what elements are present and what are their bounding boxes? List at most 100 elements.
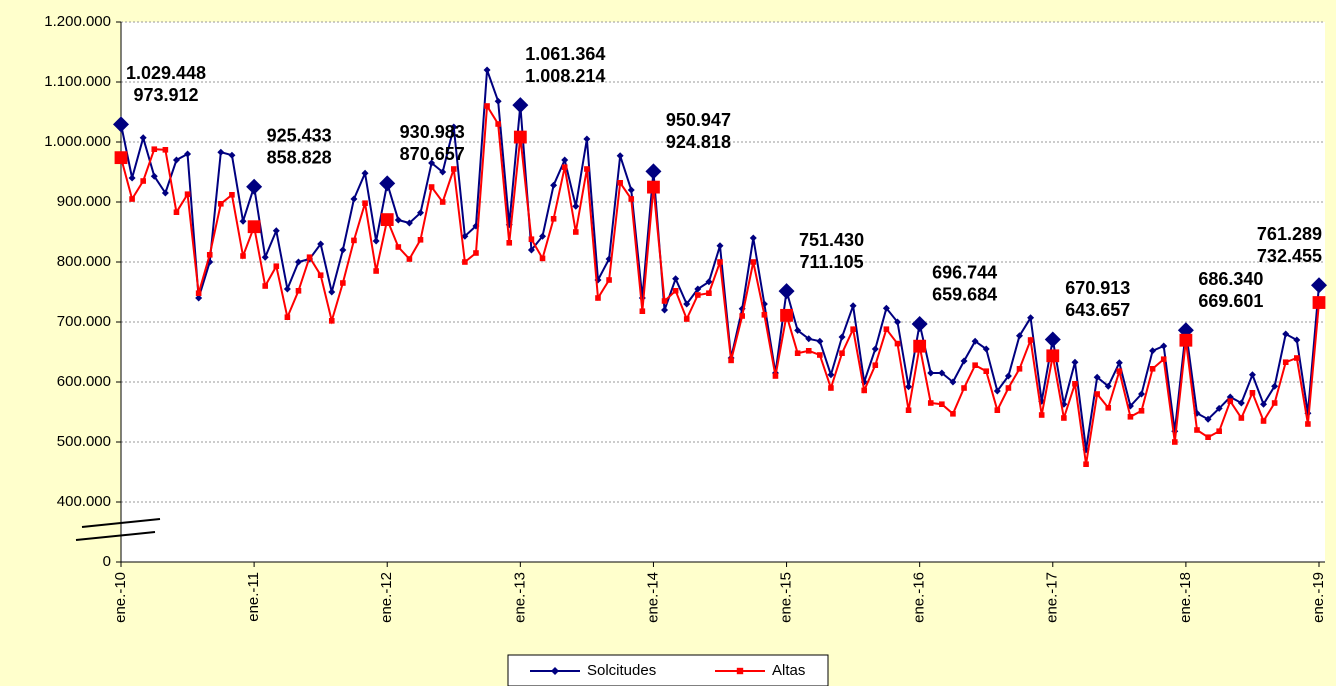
point bbox=[362, 200, 368, 206]
value-label: 669.601 bbox=[1198, 291, 1263, 311]
point bbox=[1171, 439, 1178, 445]
point bbox=[1149, 366, 1156, 372]
point bbox=[1104, 382, 1112, 390]
point bbox=[1115, 359, 1123, 367]
point bbox=[1105, 405, 1112, 411]
x-tick-label: ene.-13 bbox=[511, 572, 528, 623]
point bbox=[1205, 434, 1211, 440]
point bbox=[295, 288, 302, 294]
point bbox=[849, 302, 857, 310]
y-tick-label: 1.000.000 bbox=[44, 133, 111, 150]
point bbox=[306, 254, 313, 260]
point bbox=[905, 383, 913, 391]
point bbox=[539, 232, 547, 240]
point bbox=[1238, 415, 1245, 421]
point bbox=[246, 178, 263, 195]
point bbox=[761, 312, 768, 318]
point bbox=[350, 195, 358, 203]
point bbox=[861, 387, 868, 394]
point bbox=[1260, 418, 1267, 424]
point bbox=[750, 259, 757, 265]
point bbox=[839, 350, 845, 356]
point bbox=[950, 411, 956, 417]
point bbox=[1160, 356, 1167, 362]
value-label: 870.657 bbox=[400, 144, 465, 164]
value-label: 711.105 bbox=[800, 252, 864, 272]
point bbox=[672, 275, 680, 283]
point bbox=[162, 147, 169, 153]
x-tick-label: ene.-11 bbox=[245, 572, 262, 622]
point bbox=[1071, 358, 1079, 366]
point bbox=[372, 237, 380, 245]
point bbox=[778, 283, 795, 300]
point bbox=[294, 258, 302, 266]
point bbox=[284, 314, 291, 320]
y-tick-label: 800.000 bbox=[57, 253, 111, 270]
point bbox=[661, 306, 669, 314]
point bbox=[239, 217, 247, 225]
point bbox=[572, 229, 579, 235]
y-tick-label: 700.000 bbox=[57, 313, 111, 330]
point bbox=[905, 407, 912, 413]
point bbox=[1271, 382, 1279, 390]
x-tick-label: ene.-19 bbox=[1310, 572, 1327, 623]
point bbox=[417, 209, 424, 217]
point bbox=[484, 103, 490, 109]
point bbox=[184, 150, 192, 158]
point bbox=[439, 199, 446, 205]
point bbox=[328, 318, 335, 324]
point bbox=[1194, 427, 1200, 433]
value-label: 1.008.214 bbox=[525, 66, 605, 86]
point bbox=[206, 252, 213, 258]
point bbox=[161, 189, 169, 197]
point bbox=[871, 345, 879, 353]
point bbox=[893, 318, 901, 326]
point bbox=[911, 315, 928, 332]
point bbox=[780, 308, 793, 322]
point bbox=[495, 121, 501, 127]
point bbox=[184, 191, 191, 197]
point bbox=[1216, 428, 1222, 434]
point bbox=[317, 240, 325, 248]
point bbox=[1311, 277, 1327, 294]
point bbox=[739, 313, 745, 319]
point bbox=[550, 216, 557, 222]
point bbox=[494, 97, 502, 105]
point bbox=[1237, 399, 1245, 407]
point bbox=[1116, 368, 1123, 374]
point bbox=[882, 304, 890, 312]
y-tick-label: 1.100.000 bbox=[44, 73, 111, 90]
point bbox=[218, 201, 224, 207]
point bbox=[229, 192, 235, 198]
point bbox=[428, 184, 435, 190]
point bbox=[683, 316, 690, 322]
point bbox=[1016, 332, 1023, 340]
point bbox=[583, 135, 591, 143]
point bbox=[506, 240, 513, 246]
x-tick-label: ene.-10 bbox=[112, 572, 129, 623]
point bbox=[228, 151, 236, 159]
point bbox=[340, 280, 346, 286]
point bbox=[1072, 381, 1078, 387]
point bbox=[716, 242, 724, 250]
legend-label: Altas bbox=[772, 662, 805, 679]
point bbox=[993, 387, 1001, 395]
point bbox=[361, 169, 369, 177]
point bbox=[380, 213, 394, 227]
point bbox=[717, 259, 723, 265]
axis-break bbox=[81, 518, 161, 528]
point bbox=[994, 407, 1001, 413]
point bbox=[694, 285, 702, 293]
point bbox=[617, 180, 623, 186]
point bbox=[572, 202, 580, 210]
point bbox=[961, 385, 967, 391]
point bbox=[661, 298, 668, 304]
point bbox=[749, 234, 757, 242]
point bbox=[1248, 371, 1256, 379]
legend: Solcitudes Altas bbox=[507, 654, 829, 686]
point bbox=[794, 350, 801, 356]
point bbox=[262, 283, 269, 289]
point bbox=[173, 209, 180, 215]
point bbox=[247, 220, 261, 234]
point bbox=[838, 333, 846, 341]
